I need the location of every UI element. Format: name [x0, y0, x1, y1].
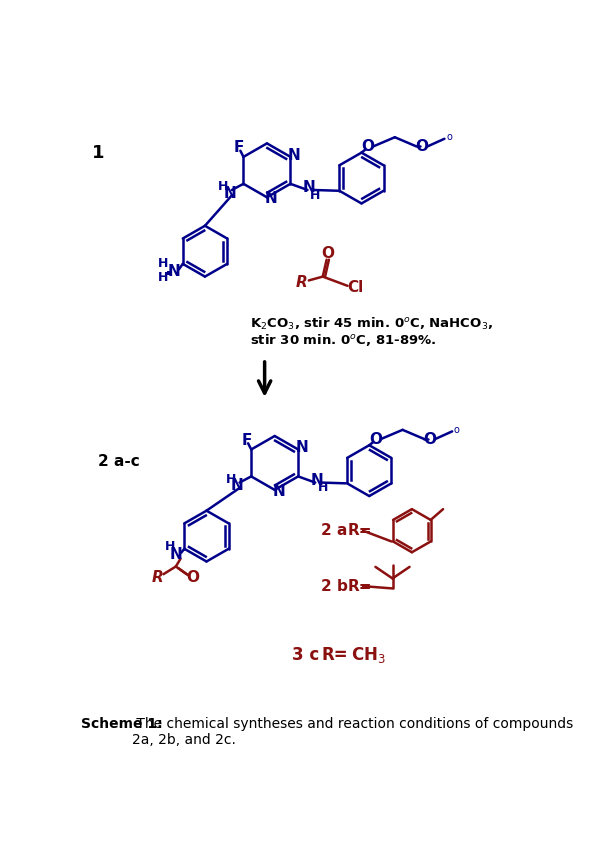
Text: stir 30 min. 0$^o$C, 81-89%.: stir 30 min. 0$^o$C, 81-89%.: [250, 332, 437, 348]
Text: N: N: [310, 472, 323, 488]
Text: N: N: [231, 478, 243, 493]
Text: o: o: [446, 132, 452, 142]
Text: H: H: [157, 271, 168, 285]
Text: K$_2$CO$_3$, stir 45 min. 0$^o$C, NaHCO$_3$,: K$_2$CO$_3$, stir 45 min. 0$^o$C, NaHCO$…: [250, 317, 493, 333]
Text: 2 a-c: 2 a-c: [98, 454, 140, 469]
Text: H: H: [310, 189, 321, 202]
Text: 1: 1: [91, 144, 104, 163]
Text: O: O: [322, 246, 335, 261]
Text: O: O: [416, 139, 428, 154]
Text: O: O: [423, 432, 436, 446]
Text: N: N: [303, 180, 315, 195]
Text: H: H: [218, 180, 228, 194]
Text: R: R: [295, 275, 307, 290]
Text: CH$_3$: CH$_3$: [350, 646, 386, 665]
Text: N: N: [264, 191, 277, 206]
Text: H: H: [318, 482, 328, 494]
Text: 2 b: 2 b: [321, 578, 348, 594]
Text: R=: R=: [321, 647, 348, 664]
Text: o: o: [454, 425, 460, 434]
Text: H: H: [157, 258, 168, 270]
Text: R: R: [151, 570, 163, 585]
Text: F: F: [234, 140, 244, 155]
Text: .: .: [165, 260, 173, 279]
Text: H: H: [226, 473, 236, 486]
Text: N: N: [169, 546, 182, 562]
Text: Cl: Cl: [347, 280, 364, 295]
Text: O: O: [369, 432, 382, 446]
Text: N: N: [272, 484, 285, 499]
Text: N: N: [288, 148, 301, 163]
Text: O: O: [187, 570, 199, 585]
Text: The chemical syntheses and reaction conditions of compounds
2a, 2b, and 2c.: The chemical syntheses and reaction cond…: [132, 717, 573, 747]
Text: N: N: [223, 185, 236, 200]
Text: R=: R=: [347, 523, 372, 538]
Text: H: H: [164, 540, 175, 553]
Text: R=: R=: [347, 578, 372, 594]
Text: O: O: [361, 139, 374, 154]
Text: F: F: [242, 433, 252, 448]
Text: 2 a: 2 a: [321, 523, 347, 538]
Text: N: N: [295, 440, 309, 456]
Text: N: N: [167, 264, 180, 279]
Text: 3 c: 3 c: [292, 647, 319, 664]
Text: Scheme 1:: Scheme 1:: [81, 717, 163, 731]
